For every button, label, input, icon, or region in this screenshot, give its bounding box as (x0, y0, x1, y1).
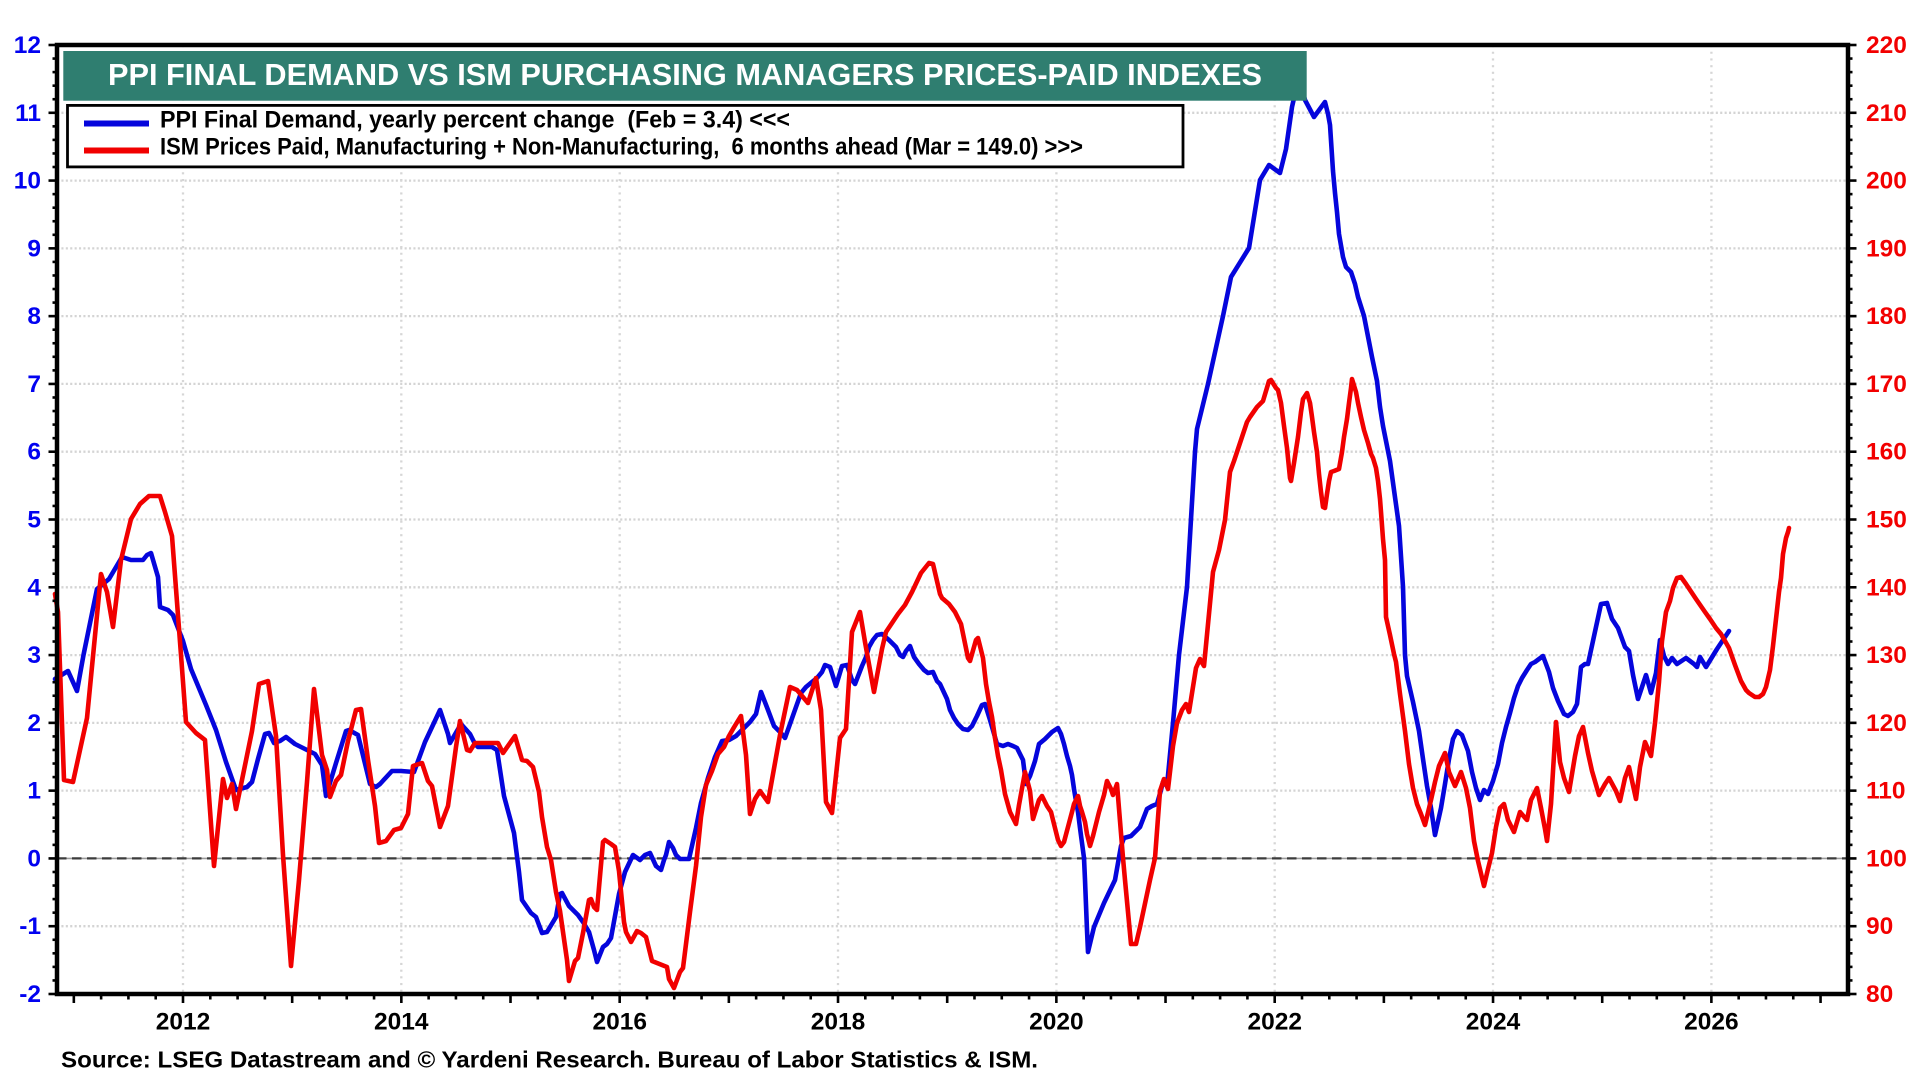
svg-text:90: 90 (1866, 913, 1893, 940)
svg-text:150: 150 (1866, 507, 1907, 534)
svg-text:6: 6 (27, 439, 41, 466)
svg-text:2026: 2026 (1684, 1009, 1739, 1036)
svg-text:120: 120 (1866, 710, 1907, 737)
svg-text:8: 8 (27, 303, 41, 330)
svg-text:11: 11 (15, 100, 41, 127)
svg-text:7: 7 (27, 371, 41, 398)
svg-text:12: 12 (14, 32, 41, 59)
svg-text:2016: 2016 (592, 1009, 647, 1036)
svg-text:2012: 2012 (156, 1009, 211, 1036)
svg-text:3: 3 (27, 642, 41, 669)
svg-text:2020: 2020 (1029, 1009, 1084, 1036)
svg-text:200: 200 (1866, 168, 1907, 195)
svg-text:190: 190 (1866, 235, 1907, 262)
svg-text:5: 5 (27, 507, 41, 534)
svg-text:9: 9 (27, 235, 41, 262)
svg-text:-2: -2 (19, 981, 41, 1008)
svg-text:10: 10 (14, 168, 41, 195)
svg-text:PPI Final Demand, yearly perce: PPI Final Demand, yearly percent change … (160, 107, 790, 134)
svg-text:110: 110 (1866, 778, 1906, 805)
svg-text:ISM Prices Paid, Manufacturing: ISM Prices Paid, Manufacturing + Non-Man… (160, 134, 1083, 161)
svg-text:2: 2 (27, 710, 41, 737)
svg-text:160: 160 (1866, 439, 1907, 466)
svg-text:-1: -1 (19, 913, 41, 940)
svg-text:220: 220 (1866, 32, 1907, 59)
svg-text:Source: LSEG Datastream and ©: Source: LSEG Datastream and © Yardeni Re… (61, 1046, 1038, 1072)
svg-text:80: 80 (1866, 981, 1893, 1008)
svg-text:2022: 2022 (1247, 1009, 1302, 1036)
svg-text:2018: 2018 (811, 1009, 866, 1036)
svg-text:180: 180 (1866, 303, 1907, 330)
svg-text:PPI FINAL DEMAND VS ISM PURCHA: PPI FINAL DEMAND VS ISM PURCHASING MANAG… (108, 57, 1262, 92)
svg-text:170: 170 (1866, 371, 1907, 398)
svg-text:2024: 2024 (1466, 1009, 1521, 1036)
svg-text:210: 210 (1866, 100, 1907, 127)
svg-text:1: 1 (27, 778, 41, 805)
svg-text:130: 130 (1866, 642, 1907, 669)
svg-text:100: 100 (1866, 845, 1907, 872)
svg-text:0: 0 (27, 845, 41, 872)
svg-text:140: 140 (1866, 574, 1907, 601)
svg-text:2014: 2014 (374, 1009, 429, 1036)
svg-text:4: 4 (27, 574, 41, 601)
